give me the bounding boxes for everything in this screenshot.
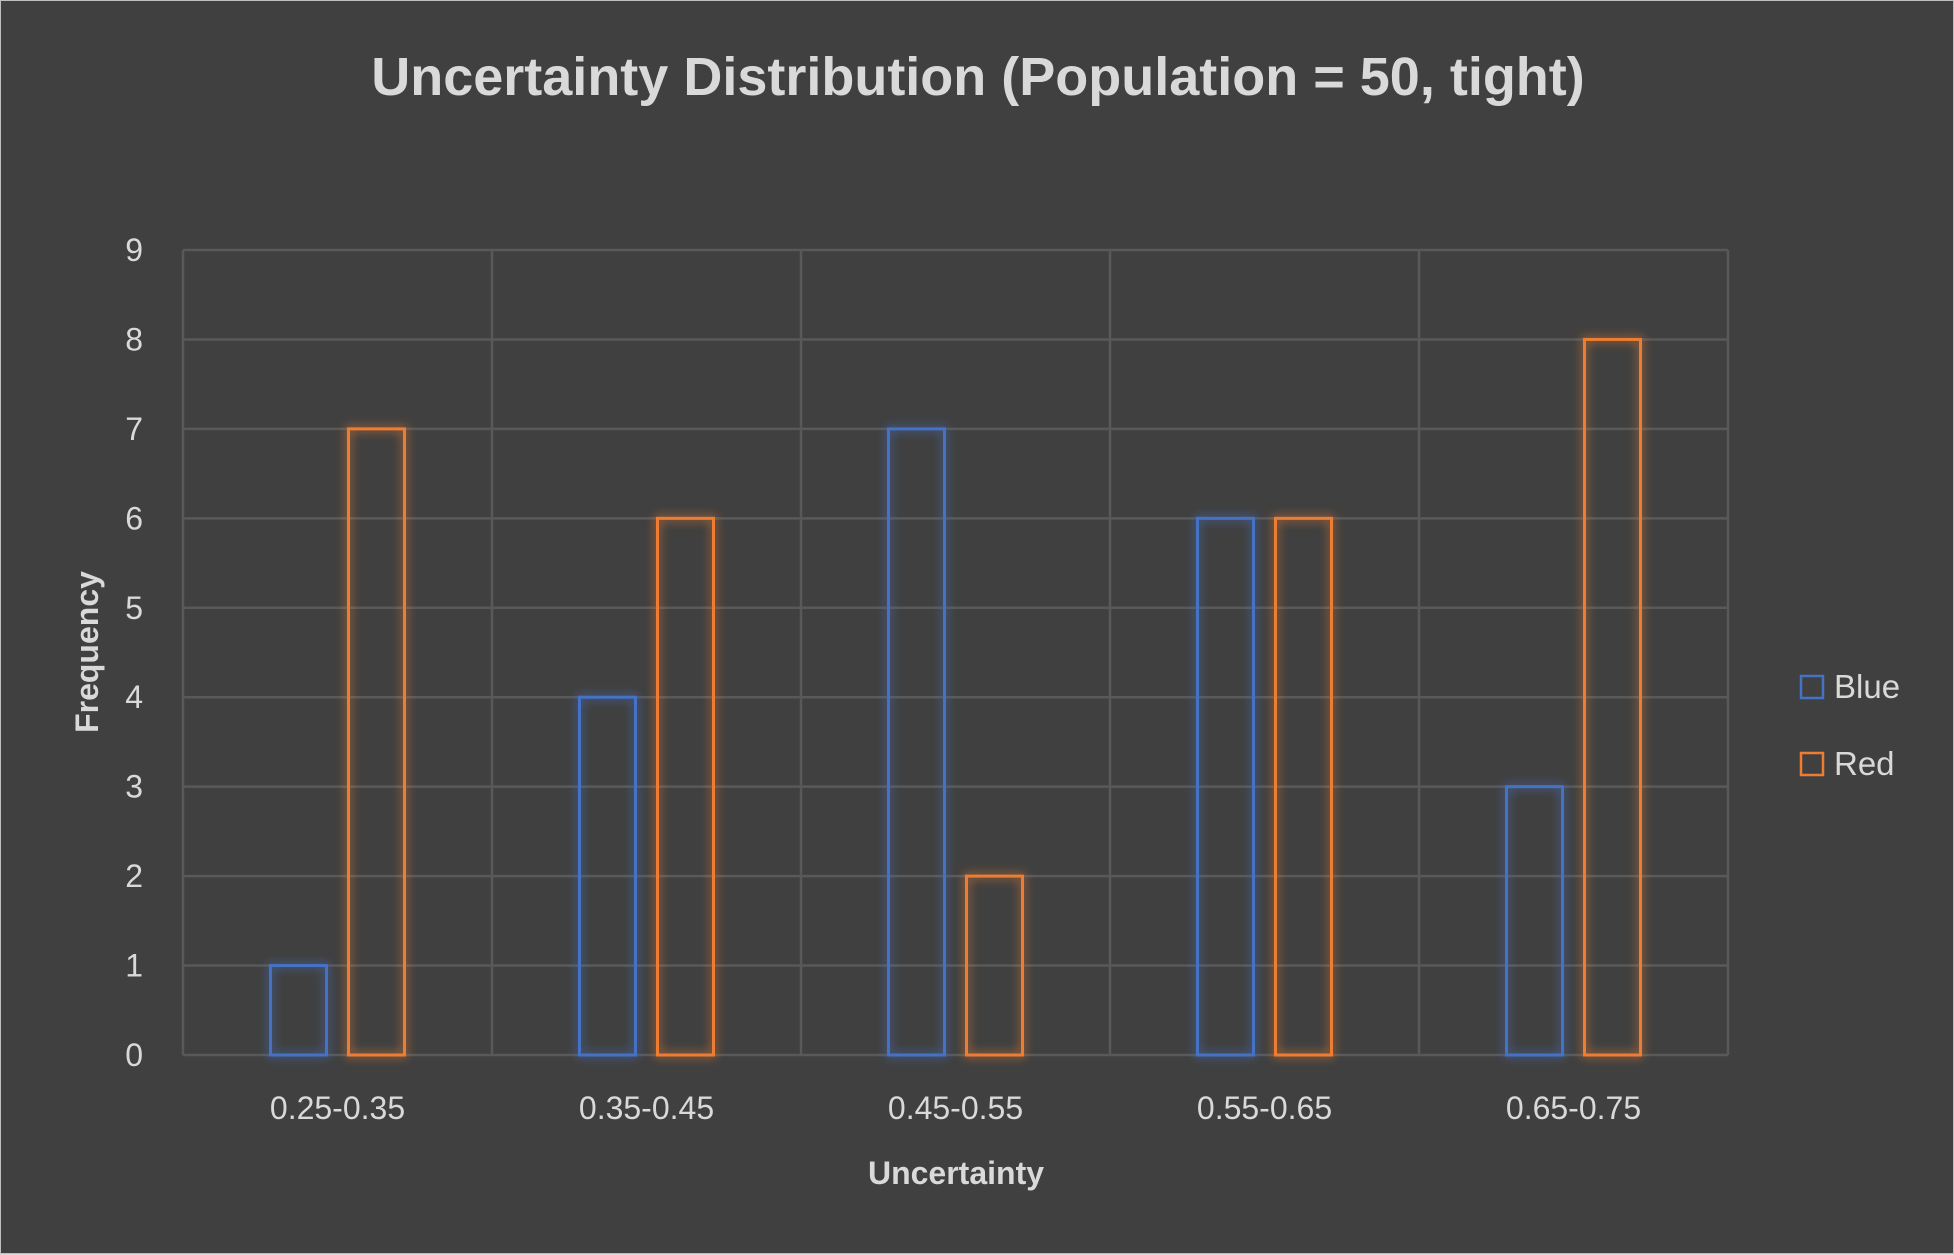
y-axis-title: Frequency bbox=[69, 571, 105, 733]
y-tick-label-7: 7 bbox=[125, 411, 143, 447]
bar-blue-1 bbox=[578, 695, 637, 1057]
bar-blue-4 bbox=[1505, 785, 1564, 1057]
legend-swatch-red bbox=[1799, 751, 1825, 777]
bars bbox=[269, 337, 1642, 1057]
y-tick-label-1: 1 bbox=[125, 948, 143, 984]
y-tick-label-3: 3 bbox=[125, 769, 143, 805]
y-tick-label-0: 0 bbox=[125, 1037, 143, 1073]
x-tick-label-1: 0.35-0.45 bbox=[579, 1090, 714, 1126]
bar-blue-2 bbox=[887, 427, 946, 1057]
bar-red-2 bbox=[965, 874, 1024, 1057]
bar-red-4 bbox=[1583, 337, 1642, 1057]
gridlines bbox=[181, 248, 1730, 1057]
chart-title: Uncertainty Distribution (Population = 5… bbox=[371, 47, 1585, 107]
x-axis-ticks: 0.25-0.35 0.35-0.45 0.45-0.55 0.55-0.65 0.65… bbox=[270, 1090, 1641, 1126]
bar-red-1 bbox=[656, 516, 715, 1057]
y-tick-label-8: 8 bbox=[125, 321, 143, 357]
legend-label-red: Red bbox=[1834, 745, 1895, 782]
legend: Blue Red bbox=[1799, 668, 1900, 782]
x-tick-label-2: 0.45-0.55 bbox=[888, 1090, 1023, 1126]
x-tick-label-3: 0.55-0.65 bbox=[1197, 1090, 1332, 1126]
bar-blue-3 bbox=[1196, 516, 1255, 1057]
y-tick-label-5: 5 bbox=[125, 590, 143, 626]
legend-label-blue: Blue bbox=[1834, 668, 1900, 705]
y-axis-ticks: 0 1 2 3 4 5 6 7 8 9 bbox=[125, 232, 143, 1073]
bar-red-3 bbox=[1274, 516, 1333, 1057]
x-tick-label-4: 0.65-0.75 bbox=[1506, 1090, 1641, 1126]
y-tick-label-6: 6 bbox=[125, 500, 143, 536]
y-tick-label-9: 9 bbox=[125, 232, 143, 268]
bar-blue-0 bbox=[269, 964, 328, 1057]
x-axis-title: Uncertainty bbox=[868, 1155, 1044, 1191]
y-tick-label-4: 4 bbox=[125, 679, 143, 715]
x-tick-label-0: 0.25-0.35 bbox=[270, 1090, 405, 1126]
y-tick-label-2: 2 bbox=[125, 858, 143, 894]
legend-swatch-blue bbox=[1799, 674, 1825, 700]
bar-red-0 bbox=[347, 427, 406, 1057]
